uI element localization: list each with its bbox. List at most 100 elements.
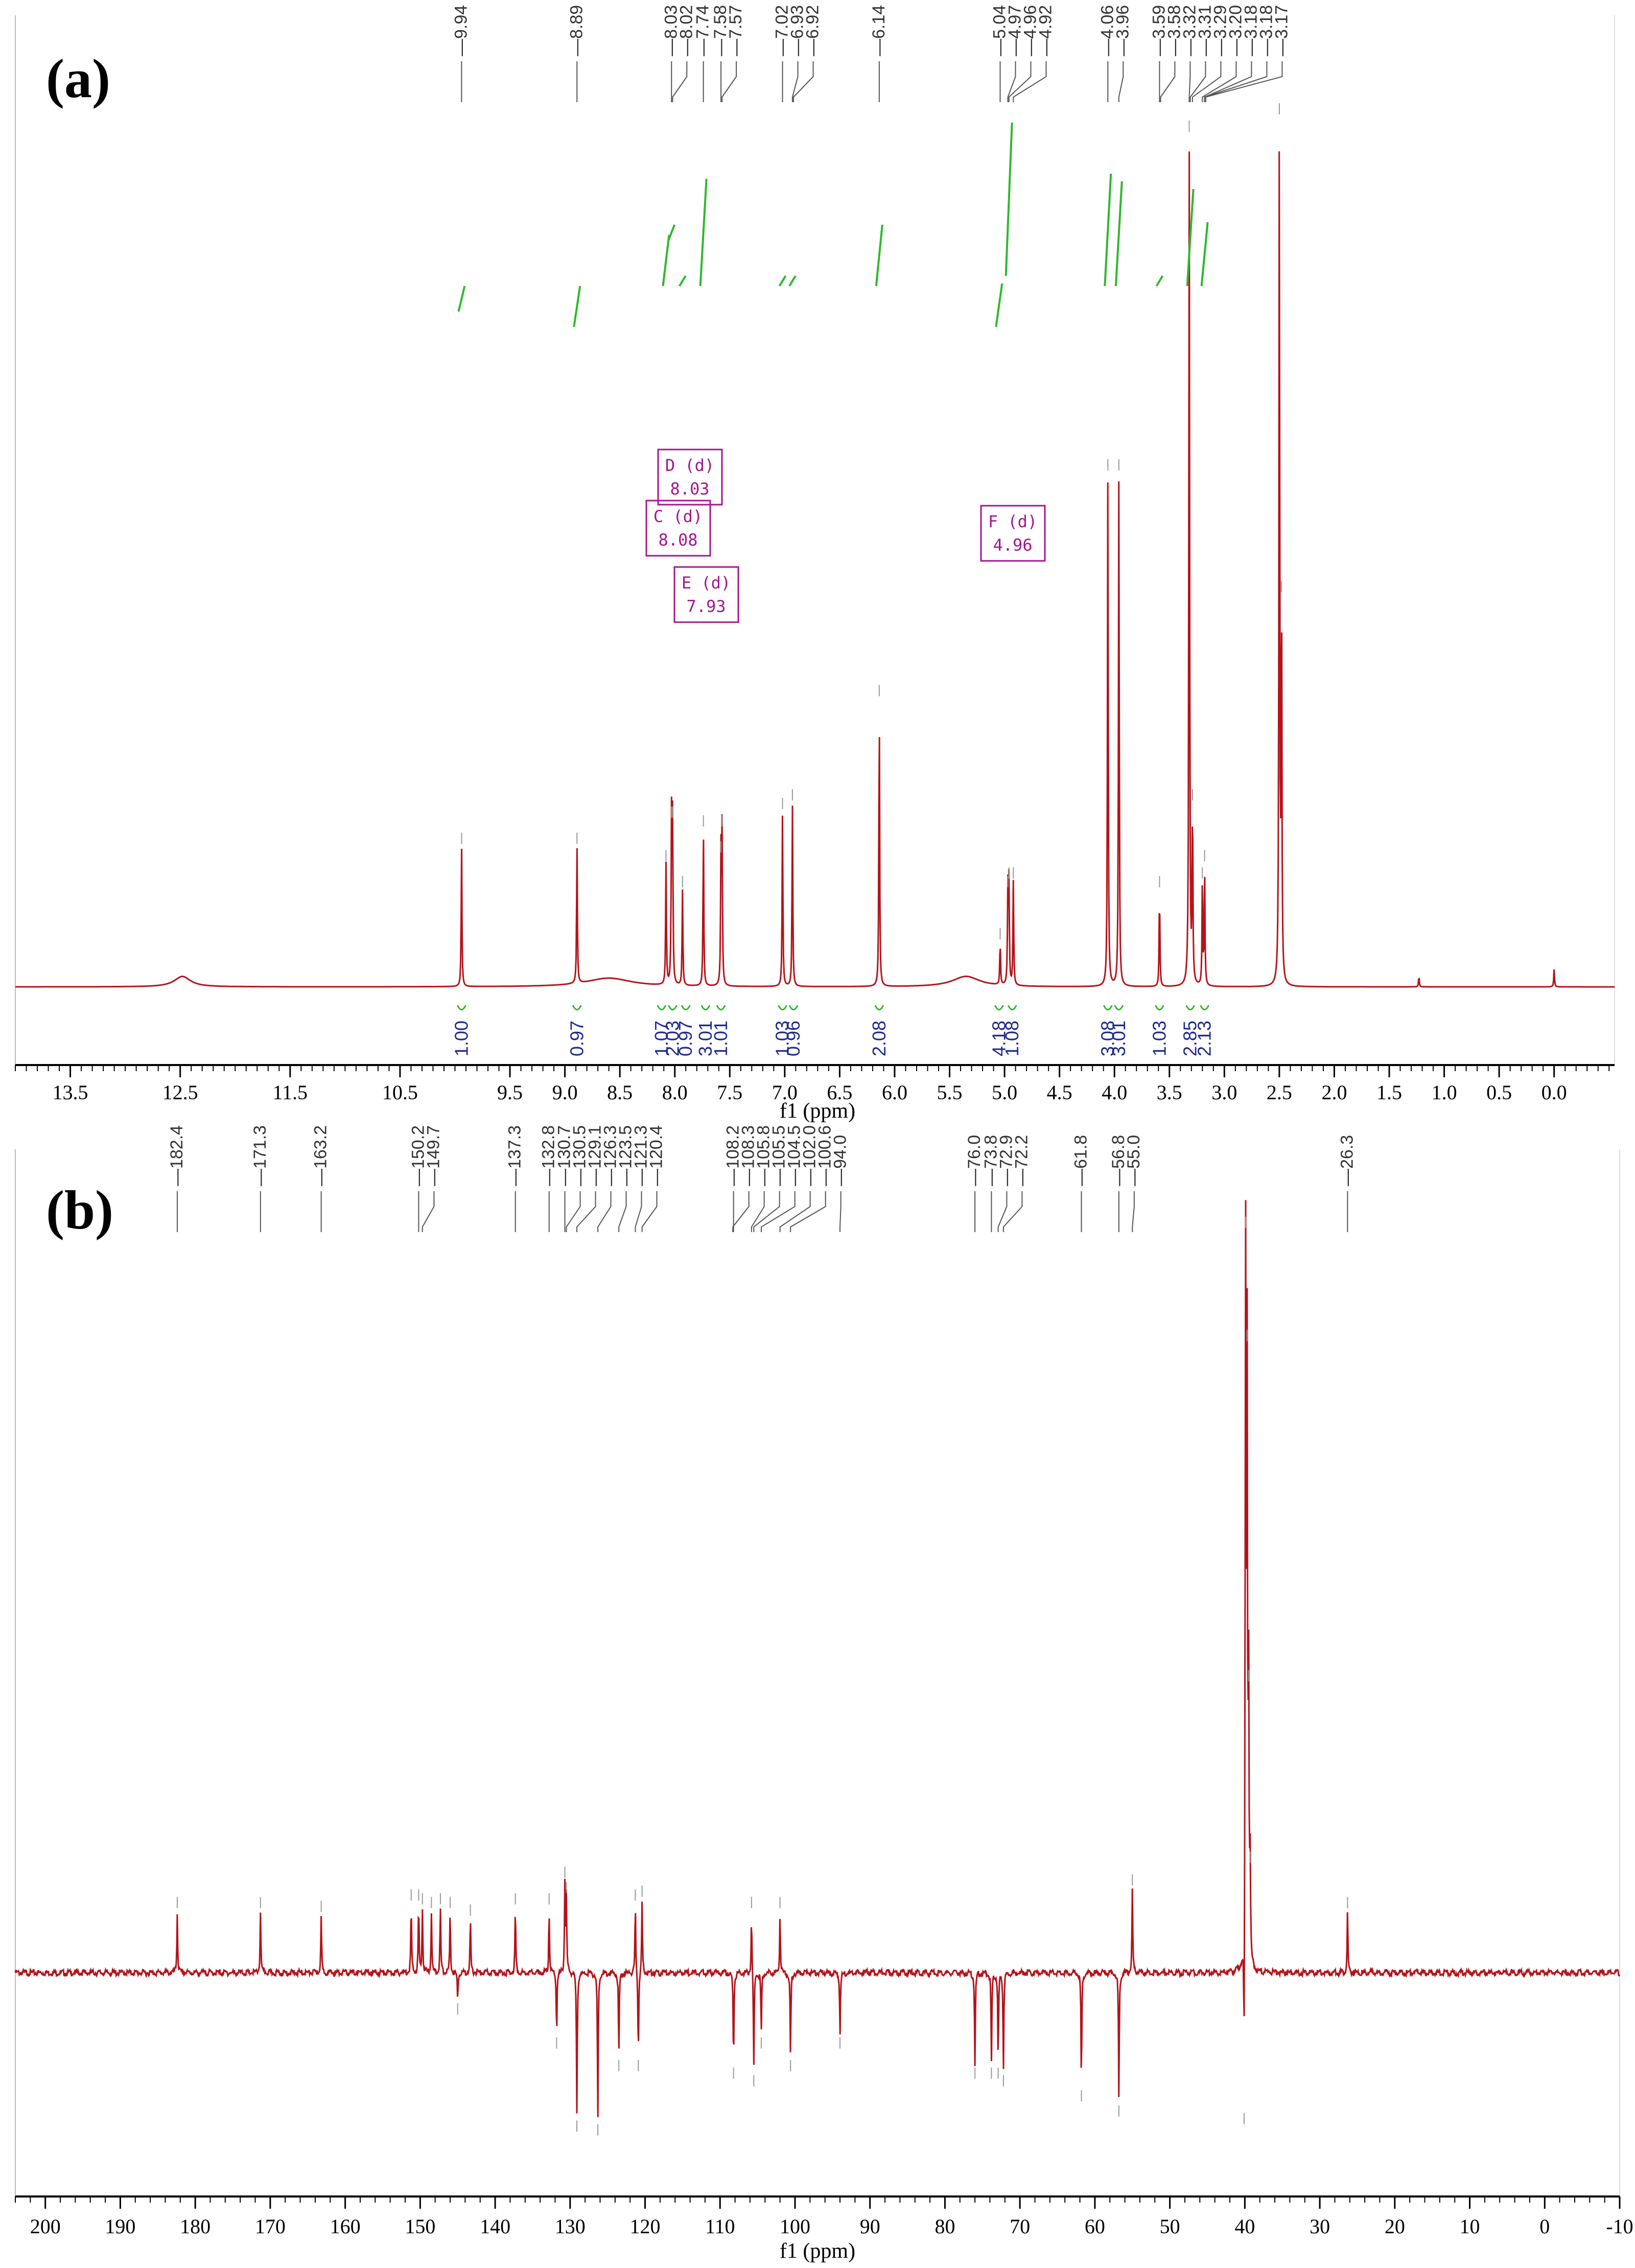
x-tick-label: 11.5 [273, 1081, 308, 1104]
peak-label-connector [641, 1191, 658, 1232]
peak-label-connector [1189, 61, 1206, 102]
peak-label: —7.74 [693, 5, 713, 56]
peak-label: —6.14 [869, 5, 889, 56]
peak-label-connector [793, 61, 814, 102]
peak-label-connector [791, 61, 799, 102]
integral-bracket [1200, 1005, 1209, 1010]
x-tick-label: 80 [935, 2215, 955, 2238]
peak-label: —182.4 [167, 1125, 186, 1186]
x-tick-label: 3.5 [1157, 1081, 1182, 1104]
peak-label-connector [566, 1191, 581, 1232]
peak-label-connector [1192, 61, 1222, 102]
peak-label: —3.59 [1149, 5, 1169, 56]
integral-value: 1.03 [1149, 1021, 1170, 1056]
peak-label: —55.0 [1124, 1135, 1143, 1186]
x-tick-label: 160 [330, 2215, 361, 2238]
proton-nmr-spectrum: 13.5 12.5 11.5 10.5 9.5 9.0 8.5 8.0 7.5 7.0 6.5 6.0… [15, 5, 1615, 1104]
integral-curve [662, 234, 670, 287]
x-tick-label: 40 [1234, 2215, 1255, 2238]
peak-label: —108.3 [739, 1125, 758, 1186]
peak-label-connector [1013, 61, 1047, 102]
integral-value: 2.03 [662, 1021, 683, 1056]
peak-label: —9.94 [451, 5, 471, 56]
peak-label-connector [576, 1191, 596, 1232]
x-tick-label: 120 [630, 2215, 661, 2238]
integral-curve [778, 275, 787, 287]
x-tick-label: 9.0 [552, 1081, 578, 1104]
peak-label: —171.3 [250, 1125, 270, 1186]
x-tick-label: 0 [1539, 2215, 1550, 2238]
integral-value: 3.01 [1108, 1021, 1129, 1056]
x-tick-label: 90 [860, 2215, 880, 2238]
peak-label: —120.4 [647, 1125, 666, 1186]
peak-label-connector [790, 1191, 826, 1232]
x-tick-label: 110 [705, 2215, 735, 2238]
peak-label: —72.2 [1012, 1135, 1031, 1186]
peak-label: —123.5 [616, 1125, 636, 1186]
multiplet-value: 7.93 [686, 597, 726, 616]
peak-label-connector [1188, 61, 1191, 102]
integral-curve [457, 286, 466, 312]
integral-curve [1155, 275, 1164, 287]
peak-label: —72.9 [996, 1135, 1016, 1186]
peak-label-connector [779, 1191, 811, 1232]
peak-label: —6.93 [788, 5, 807, 56]
peak-label-connector [997, 1191, 1008, 1232]
peak-label: —4.06 [1097, 5, 1117, 56]
x-tick-label: 3.0 [1211, 1081, 1237, 1104]
peak-label: —7.58 [711, 5, 730, 56]
integral-curve [1186, 188, 1195, 287]
peak-label: —3.18 [1256, 5, 1276, 56]
integral-value: 1.08 [1001, 1021, 1022, 1056]
x-tick-label: 8.5 [607, 1081, 633, 1104]
peak-label-connector [751, 1191, 765, 1232]
integral-bracket [657, 1005, 667, 1010]
integral-curve [1005, 122, 1013, 276]
peak-label-connector [1007, 61, 1016, 102]
multiplet-label: E (d) [682, 573, 731, 593]
peak-label: —61.8 [1071, 1135, 1090, 1186]
integral-curve [788, 275, 797, 287]
peak-label-connector [721, 61, 737, 102]
x-axis-title-a: f1 (ppm) [780, 1099, 855, 1123]
integral-curve [667, 224, 676, 241]
peak-label: —121.3 [632, 1125, 651, 1186]
integral-curve [1114, 181, 1123, 287]
spectrum-trace [14, 1200, 1621, 2117]
peak-label: —132.8 [539, 1125, 558, 1186]
x-tick-label: 140 [480, 2215, 510, 2238]
x-tick-label: -10 [1606, 2215, 1633, 2238]
peak-label: —129.1 [586, 1125, 605, 1186]
integral-bracket [778, 1005, 787, 1010]
peak-label: —94.0 [831, 1135, 850, 1186]
peak-label: —100.6 [815, 1125, 835, 1186]
multiplet-box [645, 500, 711, 557]
integral-bracket [457, 1005, 466, 1010]
peak-label-connector [760, 1191, 796, 1232]
peak-label: —102.0 [800, 1125, 820, 1186]
x-tick-label: 50 [1160, 2215, 1180, 2238]
peak-label: —108.2 [723, 1125, 743, 1186]
multiplet-box [673, 566, 739, 623]
peak-label: —5.04 [990, 5, 1009, 56]
x-tick-label: 2.0 [1321, 1081, 1347, 1104]
integral-curve [573, 286, 581, 327]
integral-bracket [716, 1005, 726, 1010]
integral-value: 3.01 [695, 1021, 716, 1056]
integral-bracket [788, 1005, 799, 1010]
peak-label-connector [1132, 1191, 1135, 1232]
x-tick-label: 10.5 [382, 1081, 418, 1104]
x-tick-label: 20 [1385, 2215, 1405, 2238]
integral-curve [1104, 173, 1112, 287]
peak-label: —4.92 [1036, 5, 1055, 56]
x-tick-label: 150 [405, 2215, 435, 2238]
x-tick-label: 8.0 [662, 1081, 688, 1104]
x-tick-label: 70 [1010, 2215, 1030, 2238]
peak-label: —8.89 [567, 5, 586, 56]
x-tick-label: 190 [105, 2215, 135, 2238]
peak-label: —104.5 [785, 1125, 804, 1186]
integral-value: 2.13 [1194, 1021, 1215, 1056]
integral-value: 3.08 [1097, 1021, 1118, 1056]
peak-label: —130.7 [555, 1125, 574, 1186]
peak-label-connector [1008, 61, 1032, 102]
